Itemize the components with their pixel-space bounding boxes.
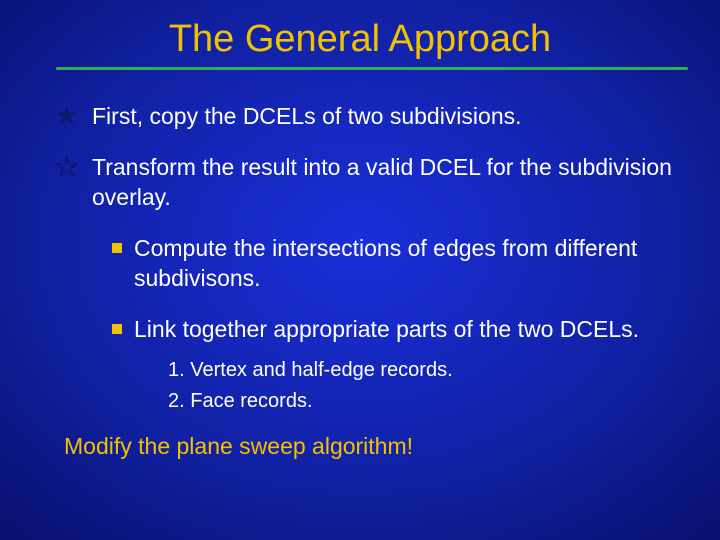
bullet-2: Transform the result into a valid DCEL f… — [56, 153, 680, 212]
numbered-1: 1. Vertex and half-edge records. — [168, 359, 680, 382]
bullet-1-text: First, copy the DCELs of two subdivision… — [92, 102, 522, 131]
closing-text: Modify the plane sweep algorithm! — [64, 433, 680, 460]
bullet-1: First, copy the DCELs of two subdivision… — [56, 102, 680, 131]
subbullet-1: Compute the intersections of edges from … — [112, 234, 680, 293]
bullet-2-text: Transform the result into a valid DCEL f… — [92, 153, 680, 212]
star-filled-icon — [56, 105, 78, 127]
subbullet-2-text: Link together appropriate parts of the t… — [134, 315, 639, 344]
subbullet-2: Link together appropriate parts of the t… — [112, 315, 680, 344]
star-outline-icon — [56, 156, 78, 178]
square-bullet-icon — [112, 324, 122, 334]
numbered-2: 2. Face records. — [168, 390, 680, 413]
square-bullet-icon — [112, 243, 122, 253]
title-underline — [56, 67, 688, 70]
slide-title: The General Approach — [40, 18, 680, 61]
slide: The General Approach First, copy the DCE… — [0, 0, 720, 540]
subbullet-1-text: Compute the intersections of edges from … — [134, 234, 680, 293]
